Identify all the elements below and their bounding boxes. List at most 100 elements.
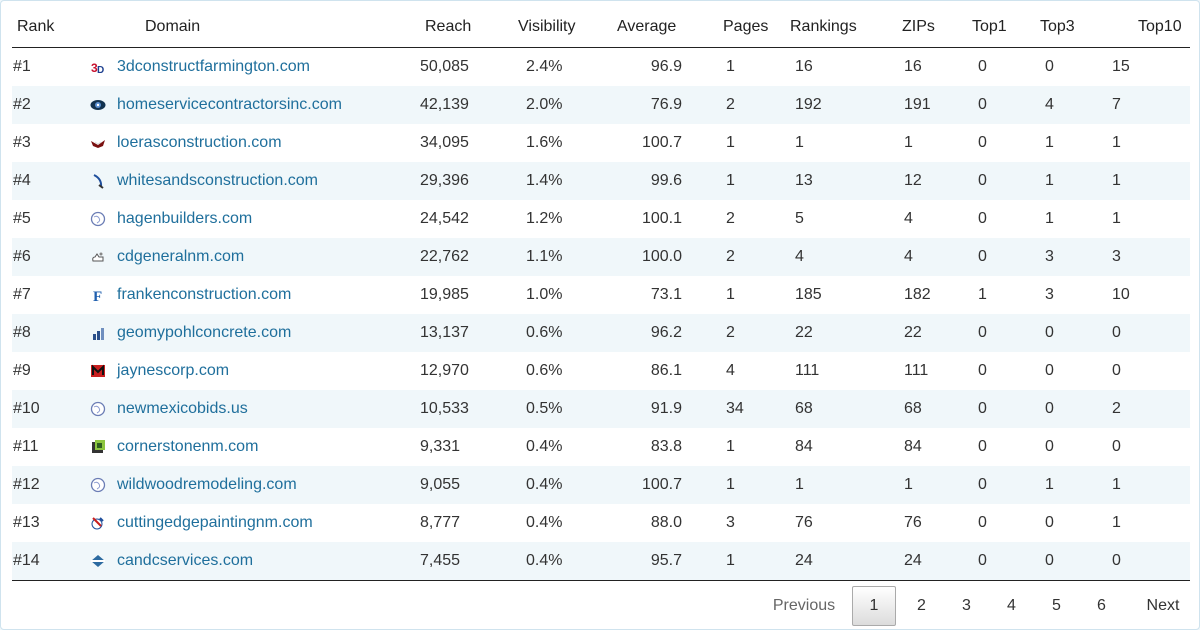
rank-cell: #8 [13, 324, 31, 341]
visibility-cell: 1.4% [526, 172, 563, 189]
pagination-previous-button[interactable]: Previous [772, 597, 836, 614]
col-header-rankings[interactable]: Rankings [786, 7, 898, 48]
domain-link[interactable]: loerasconstruction.com [117, 134, 282, 151]
domain-link[interactable]: frankenconstruction.com [117, 286, 292, 303]
reach-cell: 10,533 [420, 400, 469, 417]
rankings-cell: 1 [795, 476, 804, 493]
domain-cell: wildwoodremodeling.com [90, 466, 408, 504]
zips-cell: 76 [904, 514, 922, 531]
col-header-rank[interactable]: Rank [12, 7, 90, 48]
domain-link[interactable]: cdgeneralnm.com [117, 248, 245, 265]
table-row: #5 hagenbuilders.com 24,542 1.2% 100.1 2 5 4 0 1 1 [12, 200, 1190, 238]
rankings-cell: 185 [795, 286, 822, 303]
zips-cell: 191 [904, 96, 931, 113]
top3-cell: 1 [1045, 172, 1054, 189]
rank-cell: #10 [13, 400, 40, 417]
top3-cell: 1 [1045, 210, 1054, 227]
pagination-page-1[interactable]: 1 [852, 586, 896, 626]
rankings-cell: 13 [795, 172, 813, 189]
zips-cell: 24 [898, 542, 968, 581]
pages-cell: 2 [726, 324, 735, 341]
domain-link[interactable]: cuttingedgepaintingnm.com [117, 514, 313, 531]
top10-cell: 0 [1112, 438, 1121, 455]
reach-cell: 22,762 [420, 248, 469, 265]
domain-link[interactable]: hagenbuilders.com [117, 210, 253, 227]
m-logo-icon [90, 363, 106, 379]
top10-cell: 2 [1112, 400, 1121, 417]
top10-cell: 10 [1112, 286, 1130, 303]
top1-cell: 0 [978, 400, 987, 417]
visibility-cell: 0.4% [526, 438, 563, 455]
domain-link[interactable]: whitesandsconstruction.com [117, 172, 318, 189]
zips-cell: 68 [904, 400, 922, 417]
visibility-cell: 1.0% [526, 286, 563, 303]
visibility-cell: 2.4% [526, 58, 563, 75]
col-header-average[interactable]: Average [604, 7, 706, 48]
pagination-page-3[interactable]: 3 [962, 597, 971, 614]
average-cell: 96.2 [650, 324, 682, 341]
domain-link[interactable]: geomypohlconcrete.com [117, 324, 292, 341]
globe-icon [90, 477, 106, 493]
domain-cell: homeservicecontractorsinc.com [90, 86, 408, 124]
average-cell: 100.7 [641, 476, 682, 493]
domain-link[interactable]: candcservices.com [117, 552, 254, 569]
domain-cell: hagenbuilders.com [90, 200, 408, 238]
col-header-visibility[interactable]: Visibility [512, 7, 604, 48]
domain-link[interactable]: 3dconstructfarmington.com [117, 58, 310, 75]
top1-cell: 0 [978, 362, 987, 379]
domain-link[interactable]: jaynescorp.com [117, 362, 230, 379]
table-row: #4 whitesandsconstruction.com 29,396 1.4% 99… [12, 162, 1190, 200]
rank-cell: #2 [13, 96, 31, 113]
average-cell: 100.1 [641, 210, 682, 227]
average-cell: 91.9 [650, 400, 682, 417]
pagination-next-button[interactable]: Next [1146, 597, 1180, 614]
table-header-row: Rank Domain Reach Visibility Average Pag… [12, 7, 1190, 48]
svg-text:3: 3 [91, 61, 98, 75]
pages-cell: 3 [726, 514, 735, 531]
globe-icon [90, 401, 106, 417]
pages-cell: 4 [726, 362, 735, 379]
col-header-domain[interactable]: Domain [90, 7, 408, 48]
reach-cell: 34,095 [420, 134, 469, 151]
zips-cell: 4 [904, 210, 913, 227]
reach-cell: 8,777 [420, 514, 461, 531]
col-header-reach[interactable]: Reach [408, 7, 512, 48]
zips-cell: 111 [904, 362, 929, 379]
col-header-pages[interactable]: Pages [706, 7, 786, 48]
top10-cell: 1 [1112, 134, 1121, 151]
rank-cell: #5 [13, 210, 31, 227]
visibility-cell: 1.1% [526, 248, 563, 265]
domain-link[interactable]: homeservicecontractorsinc.com [117, 96, 342, 113]
col-header-top3[interactable]: Top3 [1036, 7, 1104, 48]
domain-cell: geomypohlconcrete.com [90, 314, 408, 352]
pagination-page-6[interactable]: 6 [1097, 597, 1106, 614]
top3-cell: 3 [1045, 248, 1054, 265]
domain-link[interactable]: cornerstonenm.com [117, 438, 259, 455]
top3-cell: 3 [1045, 286, 1054, 303]
top3-cell: 1 [1045, 134, 1054, 151]
rankings-cell: 22 [795, 324, 813, 341]
domain-link[interactable]: newmexicobids.us [117, 400, 248, 417]
rankings-cell: 4 [795, 248, 804, 265]
top3-cell: 0 [1045, 58, 1054, 75]
average-cell: 83.8 [650, 438, 682, 455]
pages-cell: 1 [726, 476, 735, 493]
domain-cell: candcservices.com [90, 542, 408, 581]
average-cell: 99.6 [650, 172, 682, 189]
domain-cell: loerasconstruction.com [90, 124, 408, 162]
pagination-page-5[interactable]: 5 [1052, 597, 1061, 614]
top10-cell: 7 [1112, 96, 1121, 113]
pagination-page-4[interactable]: 4 [1007, 597, 1016, 614]
reach-cell: 7,455 [408, 542, 512, 581]
col-header-zips[interactable]: ZIPs [898, 7, 968, 48]
domain-link[interactable]: wildwoodremodeling.com [117, 476, 297, 493]
pagination-page-2[interactable]: 2 [917, 597, 926, 614]
rank-cell: #12 [13, 476, 40, 493]
zips-cell: 182 [904, 286, 931, 303]
col-header-top1[interactable]: Top1 [968, 7, 1036, 48]
visibility-cell: 0.4% [526, 514, 563, 531]
pages-cell: 1 [706, 542, 786, 581]
col-header-top10[interactable]: Top10 [1104, 7, 1190, 48]
reach-cell: 29,396 [420, 172, 469, 189]
domain-cell: cuttingedgepaintingnm.com [90, 504, 408, 542]
